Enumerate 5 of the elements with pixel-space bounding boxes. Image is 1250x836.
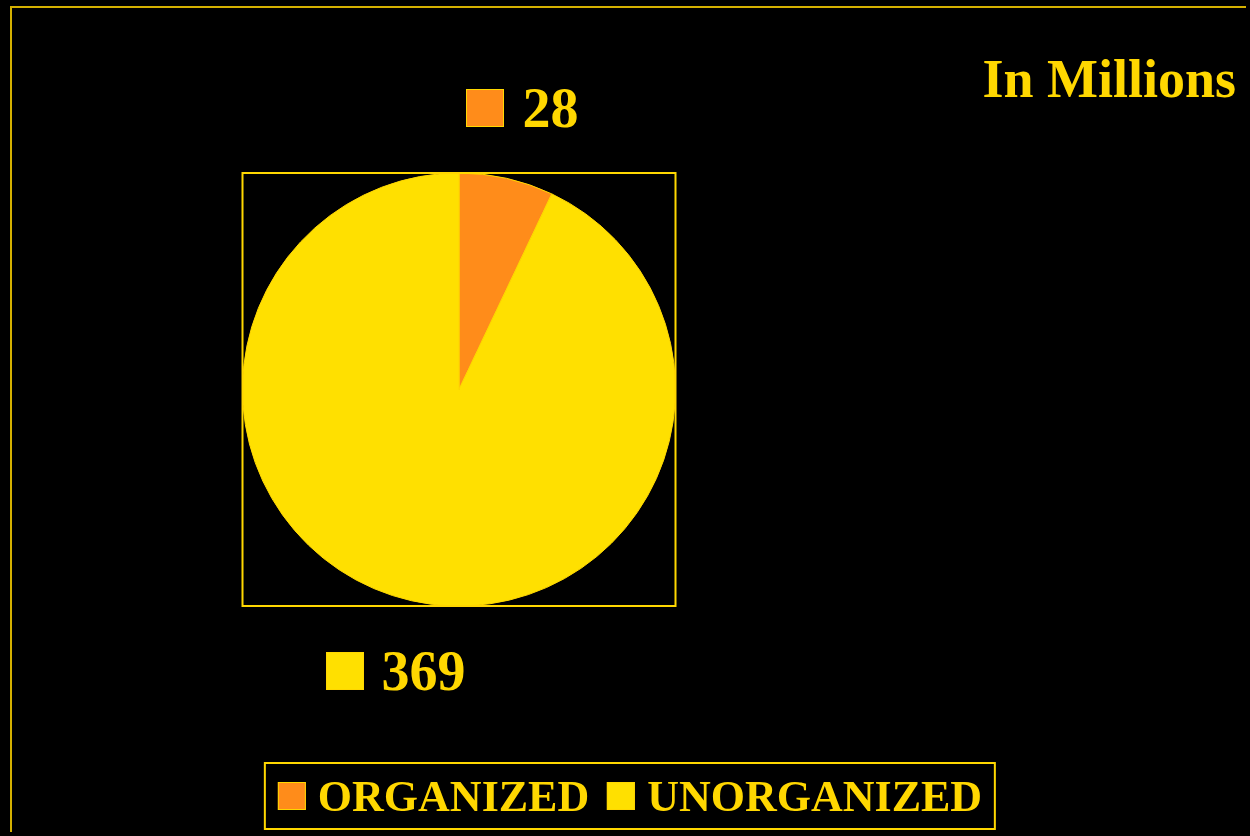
legend-label: ORGANIZED [317,770,590,822]
data-label: 28 [522,76,579,141]
text: In Millions [982,48,1236,110]
data-label: 369 [381,638,466,703]
legend-label: UNORGANIZED [647,770,983,822]
